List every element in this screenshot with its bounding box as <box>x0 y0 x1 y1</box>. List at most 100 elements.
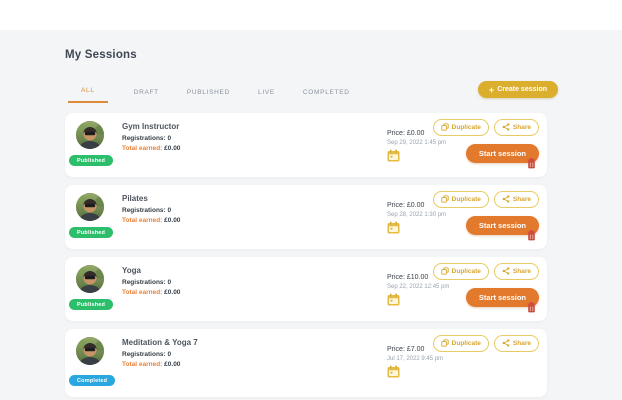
duplicate-icon <box>441 194 449 205</box>
session-datetime: Sep 28, 2022 1:30 pm <box>387 211 447 218</box>
card-actions: Duplicate Share <box>432 263 539 280</box>
card-actions: Duplicate Share <box>432 191 539 208</box>
duplicate-button[interactable]: Duplicate <box>432 191 489 208</box>
session-info: Gym Instructor Registrations: 0 Total ea… <box>122 122 180 152</box>
price-value: £0.00 <box>406 202 425 209</box>
share-icon <box>502 338 510 349</box>
share-icon <box>502 194 510 205</box>
share-label: Share <box>512 340 531 347</box>
session-card: Meditation & Yoga 7 Registrations: 0 Tot… <box>65 329 547 397</box>
total-earned-label: Total earned: <box>122 360 163 368</box>
share-button[interactable]: Share <box>493 119 539 136</box>
price-value: £0.00 <box>406 130 425 137</box>
avatar <box>76 337 104 365</box>
status-badge: Published <box>69 299 114 310</box>
duplicate-label: Duplicate <box>451 124 481 131</box>
total-earned-line: Total earned: £0.00 <box>122 289 180 296</box>
session-title: Meditation & Yoga 7 <box>122 338 198 347</box>
session-card: Pilates Registrations: 0 Total earned: £… <box>65 185 547 249</box>
calendar-icon[interactable] <box>387 365 443 383</box>
registrations-value: 0 <box>167 207 172 214</box>
session-title: Gym Instructor <box>122 122 180 131</box>
total-earned-line: Total earned: £0.00 <box>122 145 180 152</box>
duplicate-button[interactable]: Duplicate <box>432 335 489 352</box>
tab-all[interactable]: ALL <box>68 87 108 103</box>
price-line: Price: £10.00 <box>387 274 449 281</box>
session-title: Pilates <box>122 194 148 203</box>
duplicate-label: Duplicate <box>451 268 481 275</box>
session-card: Yoga Registrations: 0 Total earned: £0.0… <box>65 257 547 321</box>
delete-icon[interactable] <box>527 156 536 174</box>
plus-icon: + <box>488 84 495 95</box>
session-info: Meditation & Yoga 7 Registrations: 0 Tot… <box>122 338 198 368</box>
session-datetime: Sep 29, 2022 1:45 pm <box>387 139 447 146</box>
price-line: Price: £0.00 <box>387 130 446 137</box>
total-earned-value: £0.00 <box>164 216 181 224</box>
price-label: Price: <box>387 130 405 137</box>
price-line: Price: £0.00 <box>387 202 446 209</box>
delete-icon[interactable] <box>527 228 536 246</box>
price-label: Price: <box>387 202 405 209</box>
duplicate-icon <box>441 338 449 349</box>
price-block: Price: £0.00 Sep 29, 2022 1:45 pm <box>387 130 446 167</box>
duplicate-button[interactable]: Duplicate <box>432 119 489 136</box>
share-icon <box>502 266 510 277</box>
start-session-button[interactable]: Start session <box>465 216 539 235</box>
total-earned-label: Total earned: <box>122 216 163 224</box>
session-info: Pilates Registrations: 0 Total earned: £… <box>122 194 180 224</box>
total-earned-line: Total earned: £0.00 <box>122 361 198 368</box>
duplicate-button[interactable]: Duplicate <box>432 263 489 280</box>
registrations-value: 0 <box>167 279 172 286</box>
total-earned-line: Total earned: £0.00 <box>122 217 180 224</box>
price-label: Price: <box>387 274 405 281</box>
share-label: Share <box>512 196 531 203</box>
status-badge: Completed <box>69 375 116 386</box>
duplicate-icon <box>441 266 449 277</box>
tab-draft[interactable]: DRAFT <box>133 89 159 96</box>
avatar <box>76 193 104 221</box>
registrations-value: 0 <box>167 351 172 358</box>
duplicate-label: Duplicate <box>451 196 481 203</box>
total-earned-label: Total earned: <box>122 144 163 152</box>
duplicate-icon <box>441 122 449 133</box>
calendar-icon[interactable] <box>387 221 446 239</box>
total-earned-label: Total earned: <box>122 288 163 296</box>
status-badge: Published <box>69 155 114 166</box>
share-icon <box>502 122 510 133</box>
status-badge: Published <box>69 227 114 238</box>
tab-live[interactable]: LIVE <box>258 89 275 96</box>
delete-icon[interactable] <box>527 300 536 318</box>
create-session-label: Create session <box>497 86 547 93</box>
share-label: Share <box>512 124 531 131</box>
session-list: Gym Instructor Registrations: 0 Total ea… <box>65 113 547 397</box>
registrations-line: Registrations: 0 <box>122 135 180 142</box>
registrations-label: Registrations: <box>122 135 166 142</box>
card-actions: Duplicate Share <box>432 119 539 136</box>
duplicate-label: Duplicate <box>451 340 481 347</box>
share-button[interactable]: Share <box>493 191 539 208</box>
total-earned-value: £0.00 <box>164 288 181 296</box>
registrations-label: Registrations: <box>122 279 166 286</box>
price-value: £7.00 <box>406 346 425 353</box>
total-earned-value: £0.00 <box>164 144 181 152</box>
price-label: Price: <box>387 346 405 353</box>
start-session-button[interactable]: Start session <box>465 144 539 163</box>
calendar-icon[interactable] <box>387 293 449 311</box>
calendar-icon[interactable] <box>387 149 446 167</box>
tab-published[interactable]: PUBLISHED <box>186 89 230 96</box>
create-session-button[interactable]: + Create session <box>477 81 558 98</box>
page-title: My Sessions <box>65 49 137 61</box>
price-block: Price: £10.00 Sep 22, 2022 12:45 pm <box>387 274 449 311</box>
session-card: Gym Instructor Registrations: 0 Total ea… <box>65 113 547 177</box>
avatar <box>76 121 104 149</box>
tab-bar: ALL DRAFT PUBLISHED LIVE COMPLETED <box>68 87 352 103</box>
registrations-line: Registrations: 0 <box>122 207 180 214</box>
avatar <box>76 265 104 293</box>
price-line: Price: £7.00 <box>387 346 443 353</box>
share-button[interactable]: Share <box>493 335 539 352</box>
share-button[interactable]: Share <box>493 263 539 280</box>
top-strip <box>0 0 622 30</box>
start-session-button[interactable]: Start session <box>465 288 539 307</box>
total-earned-value: £0.00 <box>164 360 181 368</box>
tab-completed[interactable]: COMPLETED <box>302 89 350 96</box>
